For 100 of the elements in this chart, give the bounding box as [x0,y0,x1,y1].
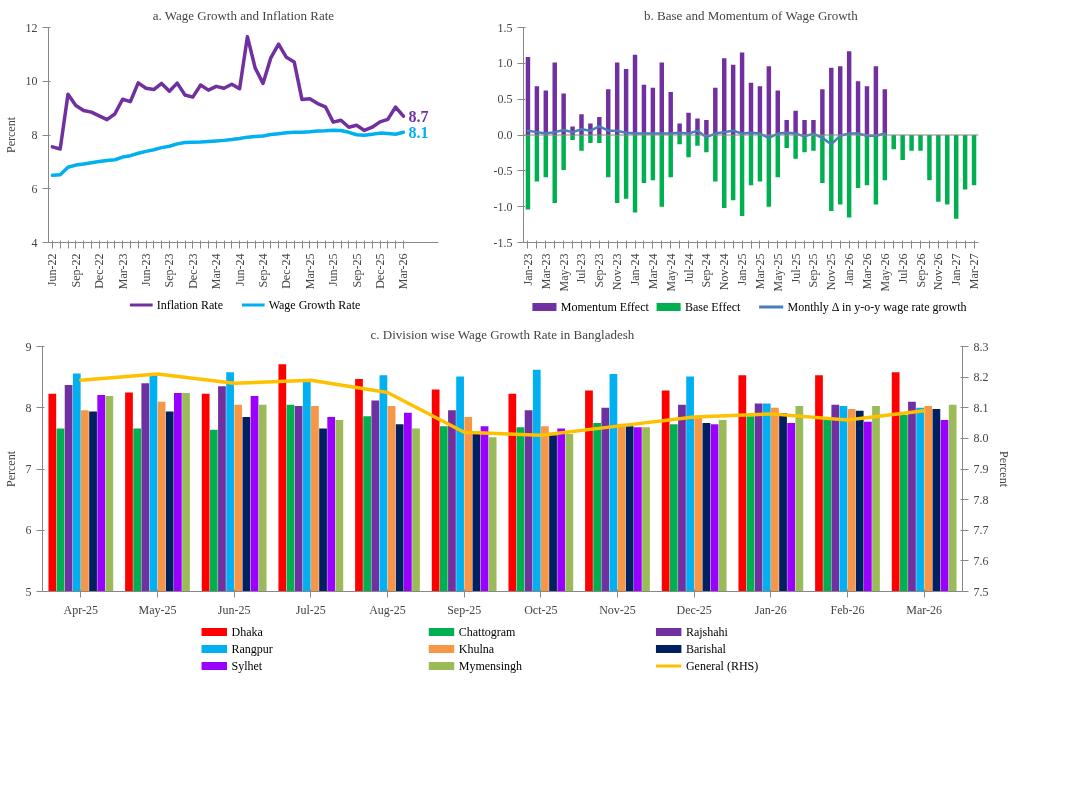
y-tick-label: 1.0 [497,56,513,71]
x-tick-label: May-25 [770,253,785,292]
bar [811,135,816,151]
legend-label: General (RHS) [685,659,759,673]
y-tick-label: -1.0 [493,199,513,214]
bar [704,119,709,135]
x-tick-label: Mar-26 [396,253,411,290]
chart-title: a. Wage Growth and Inflation Rate [152,7,335,23]
bar [704,135,709,153]
x-tick-label: Mar-24 [645,253,660,290]
x-tick-label: Feb-26 [830,602,865,617]
bar [570,135,575,141]
x-tick-label: Jan-25 [735,253,750,286]
bar [793,135,798,159]
bar [820,135,825,184]
data-label: 8.7 [408,107,429,125]
bar [713,135,718,182]
bar [561,135,566,171]
y-tick-label: 1.5 [497,20,513,35]
bar [588,135,593,143]
bar [909,135,914,151]
y2-tick-label: 7.5 [973,584,989,599]
y2-tick-label: 8.1 [973,400,989,415]
bar [820,89,825,135]
y-tick-label: 9 [25,339,32,354]
x-tick-label: Sep-22 [68,253,83,288]
bar [784,135,789,148]
bar [686,135,691,158]
y2-tick-label: 8.0 [973,431,989,446]
y-tick-label: -1.5 [493,235,513,250]
x-tick-label: Sep-24 [256,253,270,288]
bar [695,135,700,146]
bar [552,62,557,135]
x-tick-label: May-26 [877,253,892,292]
chart-title: b. Base and Momentum of Wage Growth [644,7,859,23]
y-axis-title: Percent [3,116,18,153]
bar [927,135,932,181]
y-tick-label: 10 [25,74,38,89]
bar [802,135,807,153]
bar [900,135,905,161]
x-tick-label: Jan-24 [628,253,643,286]
legend-label: Khulna [458,642,495,656]
y-tick-label: 0.0 [497,128,513,142]
x-tick-label: Mar-26 [906,602,943,617]
bar [713,87,718,135]
x-tick-label: Oct-25 [524,602,558,617]
legend-label: Chattogram [458,625,517,639]
x-tick-label: Sep-25 [447,602,482,617]
x-tick-label: Mar-24 [209,253,224,290]
legend-label: Momentum Effect [560,300,650,314]
x-tick-label: Jun-25 [217,602,251,617]
y-tick-label: 8 [31,128,38,142]
legend-label: Sylhet [231,659,263,673]
data-label: 8.1 [408,123,429,141]
x-tick-label: Dec-22 [92,253,107,289]
legend-label: Wage Growth Rate [268,298,361,312]
x-tick-label: Sep-24 [699,253,714,288]
x-tick-label: Dec-23 [185,253,200,289]
y2-tick-label: 7.8 [973,492,989,507]
x-tick-label: Jul-25 [295,602,326,617]
legend-label: Mymensingh [458,659,523,673]
x-tick-label: Jun-25 [326,253,341,287]
legend-label: Barishal [685,642,727,656]
x-tick-label: Mar-23 [538,253,553,290]
x-tick-label: Jul-24 [681,253,696,284]
x-tick-label: Sep-23 [162,253,177,288]
line-series [79,372,926,438]
bar [686,112,691,135]
legend-label: Rangpur [231,642,273,656]
y2-tick-label: 8.3 [973,339,989,354]
x-tick-label: Mar-25 [302,253,317,290]
bar [829,67,834,135]
bar [561,93,566,135]
y-tick-label: 12 [25,20,38,35]
x-tick-label: Jun-24 [232,253,247,287]
x-tick-label: Jul-25 [788,253,803,284]
y-tick-label: -0.5 [493,163,513,178]
bar [918,135,923,151]
y2-tick-label: 7.7 [973,523,989,538]
bar [552,135,557,204]
x-tick-label: Sep-25 [349,253,364,288]
bar [945,135,950,205]
x-tick-label: Jan-26 [842,253,857,286]
x-tick-label: Sep-26 [913,253,928,288]
y-tick-label: 7 [25,462,32,476]
x-tick-label: May-24 [663,253,678,292]
y-tick-label: 4 [31,235,38,250]
x-tick-label: Nov-26 [931,253,946,291]
x-tick-label: Jan-26 [754,602,787,617]
line-series [526,125,887,146]
x-tick-label: Nov-24 [717,253,732,291]
y-tick-label: 8 [25,400,32,415]
legend-label: Dhaka [231,625,264,639]
y-tick-label: 6 [31,181,38,196]
legend-label: Inflation Rate [156,298,223,312]
x-tick-label: Sep-23 [592,253,607,288]
bar [668,92,673,135]
y-tick-label: 0.5 [497,92,513,107]
bar [677,135,682,145]
x-tick-label: Jul-23 [574,253,589,284]
